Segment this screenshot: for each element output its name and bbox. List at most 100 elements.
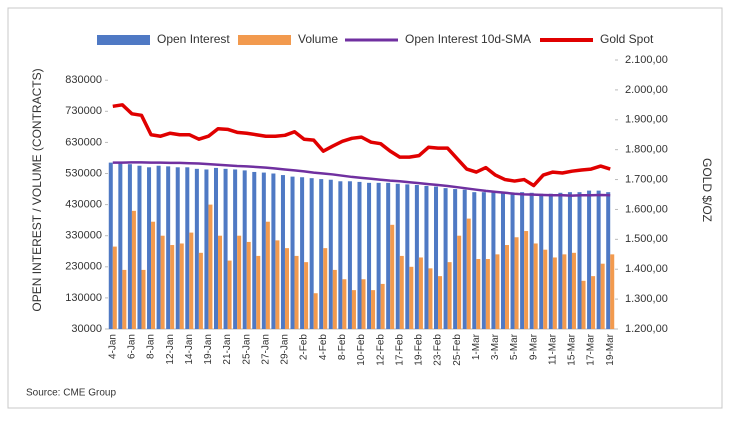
x-tick-label: 6-Jan bbox=[127, 334, 138, 359]
bar bbox=[424, 185, 429, 329]
bar bbox=[160, 235, 165, 329]
bar bbox=[112, 246, 117, 329]
bar bbox=[265, 221, 270, 329]
y2-tick-label: 1.200,00 bbox=[625, 323, 668, 335]
line bbox=[112, 103, 611, 188]
bar bbox=[405, 184, 410, 329]
x-tick-label: 8-Jan bbox=[146, 334, 157, 359]
y-tick-label: 230000 bbox=[65, 261, 102, 273]
bar bbox=[386, 182, 391, 329]
bar bbox=[495, 254, 500, 329]
bar bbox=[367, 182, 372, 329]
bar bbox=[587, 190, 592, 329]
bar bbox=[213, 167, 219, 329]
bar bbox=[233, 169, 238, 329]
bar bbox=[500, 192, 505, 329]
bar bbox=[342, 279, 347, 329]
bar bbox=[218, 235, 223, 329]
x-tick-label: 17-Mar bbox=[586, 333, 597, 365]
y-tick-label: 530000 bbox=[65, 167, 102, 179]
x-tick-label: 27-Jan bbox=[260, 334, 271, 365]
bar bbox=[409, 266, 414, 329]
bar bbox=[395, 183, 400, 329]
bar bbox=[304, 262, 309, 329]
x-tick-label: 5-Mar bbox=[509, 333, 520, 360]
bar bbox=[453, 189, 458, 329]
bar bbox=[443, 188, 448, 329]
x-tick-label: 19-Mar bbox=[605, 333, 616, 365]
bar bbox=[606, 192, 611, 329]
bar bbox=[294, 255, 299, 329]
legend-label: Gold Spot bbox=[600, 32, 654, 46]
bar bbox=[223, 168, 228, 329]
bar bbox=[548, 193, 553, 329]
bar bbox=[558, 192, 563, 329]
y2-axis-label: GOLD $/OZ bbox=[700, 158, 714, 222]
bar bbox=[491, 192, 496, 329]
bar bbox=[347, 181, 352, 329]
x-tick-label: 15-Mar bbox=[567, 333, 578, 365]
bar bbox=[577, 192, 582, 329]
bar bbox=[581, 280, 586, 329]
y-tick-label: 830000 bbox=[65, 74, 102, 86]
bar bbox=[438, 276, 443, 329]
legend-label: Open Interest bbox=[157, 32, 230, 46]
bar bbox=[175, 167, 180, 329]
bar bbox=[529, 192, 534, 329]
bar bbox=[338, 181, 343, 329]
y-tick-label: 730000 bbox=[65, 105, 102, 117]
x-tick-label: 19-Feb bbox=[414, 334, 425, 366]
y-tick-label: 630000 bbox=[65, 136, 102, 148]
bar bbox=[328, 179, 333, 329]
bar bbox=[376, 182, 381, 329]
y2-tick-label: 2.000,00 bbox=[625, 84, 668, 96]
bar bbox=[447, 262, 452, 329]
bar bbox=[227, 260, 232, 329]
x-tick-label: 21-Jan bbox=[222, 334, 233, 365]
bar bbox=[122, 269, 127, 329]
y-tick-label: 130000 bbox=[65, 292, 102, 304]
bar bbox=[457, 235, 462, 329]
bar bbox=[610, 254, 615, 329]
bar bbox=[533, 243, 538, 329]
bar bbox=[147, 167, 152, 329]
y-tick-label: 430000 bbox=[65, 199, 102, 211]
bar bbox=[323, 248, 328, 329]
legend-swatch bbox=[97, 35, 150, 45]
bar bbox=[208, 204, 213, 329]
bar bbox=[284, 248, 289, 329]
x-tick-label: 11-Mar bbox=[547, 333, 558, 365]
bar bbox=[434, 186, 439, 329]
legend-label: Volume bbox=[298, 32, 338, 46]
bar bbox=[567, 192, 572, 329]
bar bbox=[198, 252, 203, 329]
bar bbox=[466, 218, 471, 329]
bar bbox=[170, 245, 175, 329]
bar bbox=[185, 167, 190, 329]
bar bbox=[275, 240, 280, 329]
bar bbox=[141, 269, 146, 329]
bar bbox=[510, 192, 515, 329]
bar bbox=[166, 166, 171, 329]
y-tick-label: 30000 bbox=[71, 323, 102, 335]
x-tick-label: 3-Mar bbox=[490, 333, 501, 360]
bar bbox=[156, 165, 161, 329]
bar bbox=[462, 189, 467, 329]
x-tick-label: 12-Jan bbox=[165, 334, 176, 365]
bar bbox=[504, 245, 510, 329]
legend-label: Open Interest 10d-SMA bbox=[405, 32, 531, 46]
bar bbox=[472, 192, 477, 329]
bar bbox=[204, 169, 209, 329]
bar bbox=[256, 255, 261, 329]
y2-tick-label: 1.600,00 bbox=[625, 203, 668, 215]
bar bbox=[571, 252, 576, 329]
bar bbox=[514, 237, 519, 329]
x-tick-label: 1-Mar bbox=[471, 333, 482, 360]
x-tick-label: 29-Jan bbox=[280, 334, 291, 365]
y2-tick-label: 1.800,00 bbox=[625, 144, 668, 156]
bar bbox=[600, 263, 605, 329]
bar bbox=[552, 257, 557, 329]
bar bbox=[481, 192, 486, 329]
bar bbox=[543, 249, 548, 329]
